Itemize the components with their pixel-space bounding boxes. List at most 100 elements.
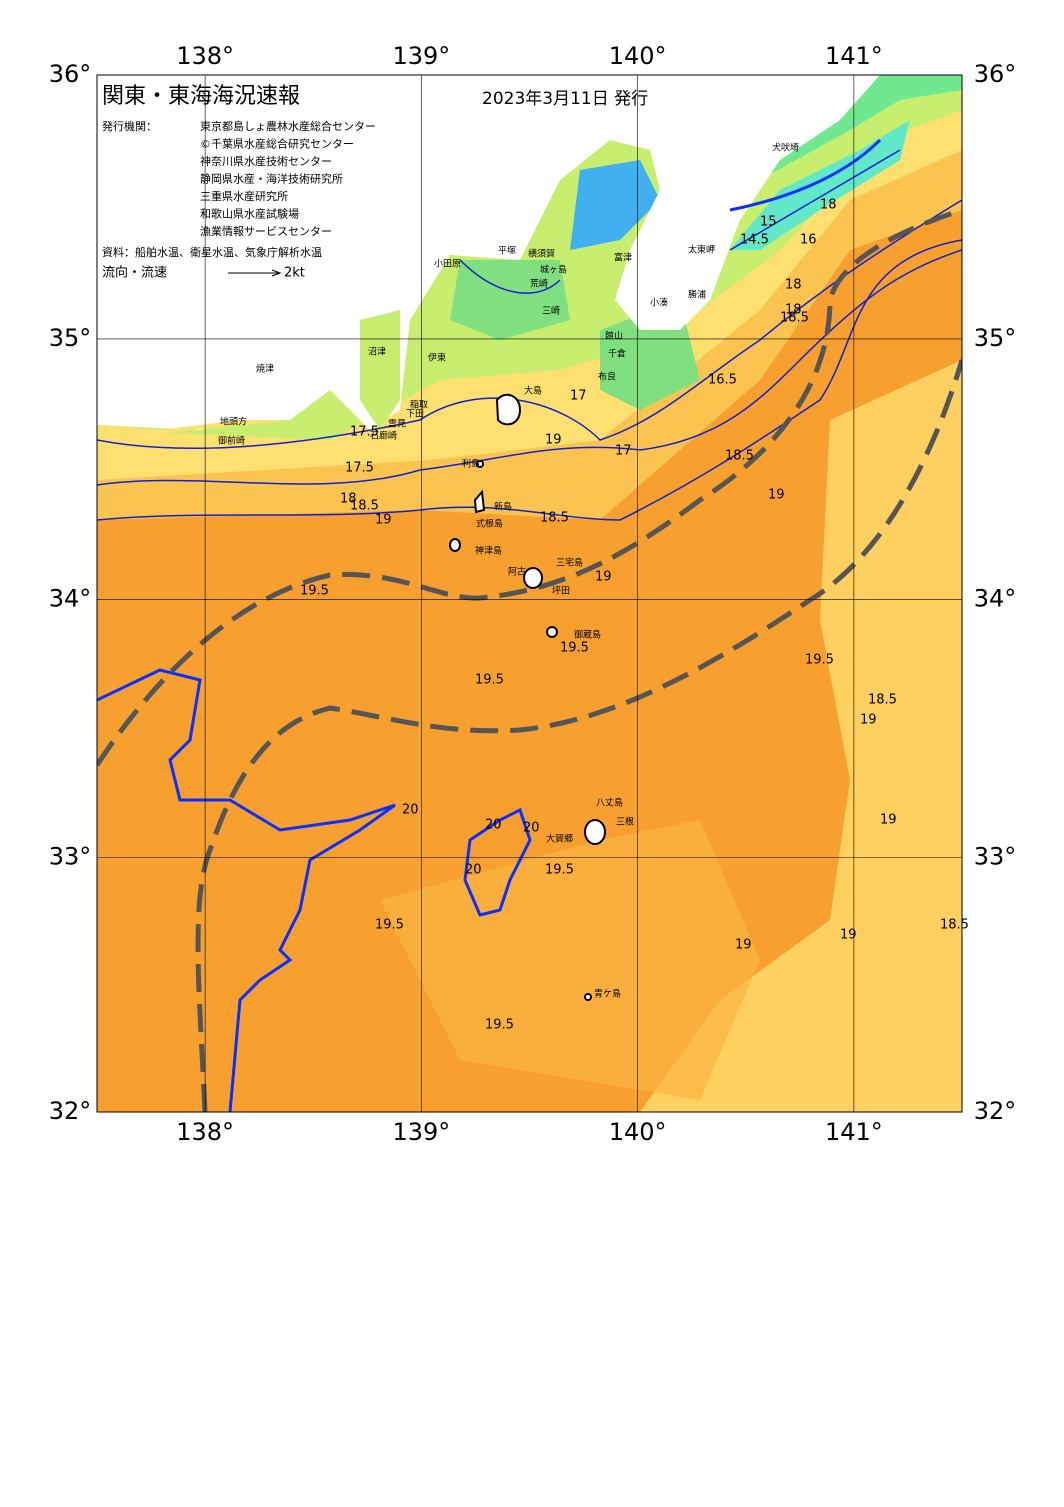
contour-label: 18 (820, 198, 837, 213)
lon-tick-label: 141° (825, 42, 883, 70)
place-name: 八丈島 (596, 797, 623, 809)
contour-label: 14.5 (740, 233, 769, 248)
issuer-list: 東京都島しょ農林水産総合センター ©千葉県水産総合研究センター神奈川県水産技術セン… (200, 119, 376, 238)
place-name: 焼津 (256, 364, 274, 375)
data-source: 資料：船舶水温、衛星水温、気象庁解析水温 (102, 245, 322, 259)
contour-label: 18.5 (868, 693, 897, 708)
place-name: 勝浦 (688, 289, 706, 301)
lon-tick-label: 140° (609, 42, 667, 70)
lon-tick-label: 141° (825, 1118, 883, 1146)
lat-tick-label: 32° (49, 1097, 92, 1125)
contour-label: 18 (340, 492, 357, 507)
land-boso (560, 75, 880, 330)
legend-arrowhead (271, 269, 282, 277)
contour-label: 17.5 (350, 425, 379, 440)
place-name: 式根島 (476, 518, 503, 530)
contour-label: 20 (485, 818, 502, 833)
islands (449, 393, 606, 1001)
contour-label: 17 (615, 444, 632, 459)
place-name: 地頭方 (220, 416, 247, 428)
issuer-name: 三重県水産研究所 (200, 189, 288, 203)
contour-label: 19 (375, 513, 392, 528)
place-name: 城ヶ島 (540, 264, 567, 276)
graticule: 138° 138° 139° 139° 140° 140° 141° 141° 32° 32° 33… (49, 42, 1017, 1146)
contour-label: 18 (785, 278, 802, 293)
contour-label: 19.5 (375, 918, 404, 933)
sea-surface (97, 75, 962, 1112)
legend-speed: 2kt (284, 266, 305, 281)
place-name: 雲見 (388, 419, 406, 430)
lon-tick-label: 139° (392, 42, 450, 70)
kuroshio-axis (97, 207, 962, 1112)
issuer-name: 和歌山県水産試験場 (200, 207, 299, 221)
place-name: 三根 (616, 816, 634, 828)
contour-label: 19.5 (485, 1018, 514, 1033)
contour-label: 18.5 (780, 311, 809, 326)
place-name: 青ケ島 (594, 988, 621, 1000)
contour-label: 20 (523, 821, 540, 836)
place-name: 利島 (462, 458, 480, 470)
place-name: 御前崎 (218, 435, 245, 447)
place-name: 横須賀 (528, 248, 555, 260)
contour-label: 18.5 (540, 511, 569, 526)
place-name: 三崎 (542, 305, 560, 317)
issuer-name: ©千葉県水産総合研究センター (200, 137, 354, 151)
contour-label: 18.5 (350, 499, 379, 514)
issuer-label: 発行機関： (102, 119, 157, 133)
issuer-name: 静岡県水産・海洋技術研究所 (200, 172, 343, 186)
sagami-bay-water (450, 260, 570, 340)
contour-label: 19 (545, 433, 562, 448)
suruga-water (97, 420, 290, 440)
isotherms (97, 149, 962, 521)
contour-label: 19 (860, 713, 877, 728)
issuer-name: 神奈川県水産技術センター (200, 154, 332, 168)
place-name: 新島 (494, 501, 512, 513)
land-honshu-west (97, 75, 560, 430)
place-name: 稲取 (410, 399, 428, 411)
place-name: 神津島 (475, 545, 502, 557)
place-name: 荒崎 (530, 278, 548, 290)
legend-label: 流向・流速 (102, 265, 167, 281)
contour-label: 19 (735, 938, 752, 953)
place-name: 大賀郷 (546, 833, 573, 845)
contour-label: 18.5 (725, 449, 754, 464)
contour-label: 19.5 (545, 863, 574, 878)
lat-tick-label: 34° (49, 585, 92, 613)
contour-label: 19.5 (300, 584, 329, 599)
contour-label: 16 (800, 233, 817, 248)
place-name: 犬吠埼 (772, 142, 799, 154)
contour-label: 19 (880, 813, 897, 828)
place-name: 坪田 (552, 586, 570, 597)
contour-label: 19.5 (560, 641, 589, 656)
mid-water (380, 820, 760, 1100)
place-name: 千倉 (608, 348, 626, 360)
contour-label: 17.5 (345, 461, 374, 476)
place-name: 大島 (524, 385, 542, 397)
yellow-water (640, 360, 962, 1112)
place-name: 平塚 (498, 246, 516, 257)
lon-tick-label: 138° (176, 1118, 234, 1146)
contour-label: 19 (768, 488, 785, 503)
lon-tick-label: 139° (392, 1118, 450, 1146)
place-name: 小田原 (434, 259, 461, 270)
lat-tick-label: 34° (974, 585, 1017, 613)
place-name: 小湊 (650, 297, 668, 309)
place-name: 館山 (605, 330, 623, 342)
lat-tick-label: 36° (49, 60, 92, 88)
contour-label: 18 (785, 303, 802, 318)
place-name: 三宅島 (556, 557, 583, 569)
lat-tick-label: 36° (974, 60, 1017, 88)
contour-label: 17 (570, 389, 587, 404)
place-name: 阿古 (508, 566, 526, 578)
issuer-name: 漁業情報サービスセンター (200, 224, 332, 238)
lat-tick-label: 35° (49, 324, 92, 352)
place-name: 太東岬 (688, 244, 715, 256)
contour-label: 19.5 (475, 673, 504, 688)
place-name: 石廊崎 (370, 430, 397, 442)
issuer-name: 東京都島しょ農林水産総合センター (200, 119, 376, 133)
contour-label: 19.5 (805, 653, 834, 668)
issue-date: 2023年3月11日 発行 (482, 89, 648, 109)
place-name: 沼津 (368, 347, 386, 358)
contour-label: 20 (402, 803, 419, 818)
